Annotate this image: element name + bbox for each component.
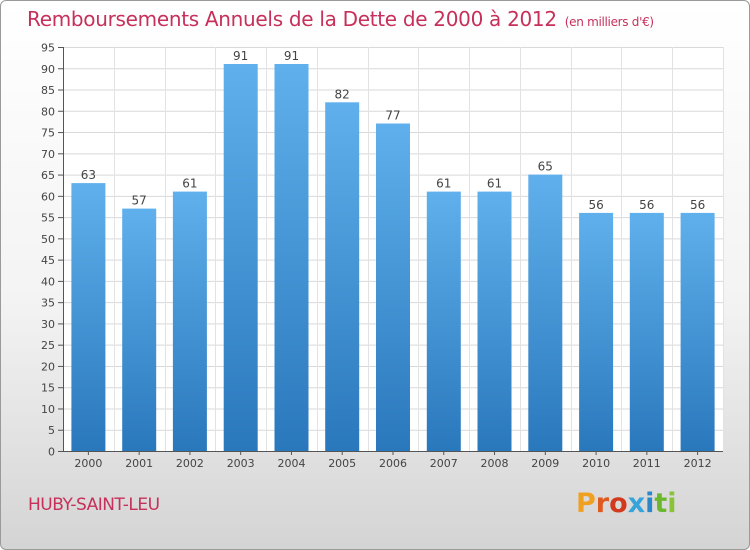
y-tick-label: 5	[48, 424, 55, 437]
bar	[579, 212, 614, 451]
bar	[122, 208, 157, 451]
data-label: 56	[690, 198, 705, 212]
axis-layer: 0 5 10 15 20 25 30 35 40 45 50 55 60 65 70 75 80 85 90 95 20…	[41, 42, 723, 470]
y-tick-label: 80	[41, 105, 55, 118]
x-tick-label: 2000	[74, 457, 102, 470]
data-label: 65	[538, 160, 553, 174]
bar	[274, 64, 309, 451]
data-label: 61	[182, 177, 197, 191]
x-tick-label: 2012	[684, 457, 712, 470]
brand-logo: Proxiti	[576, 488, 677, 519]
bar	[325, 102, 360, 452]
x-tick-label: 2007	[430, 457, 458, 470]
data-label: 82	[335, 87, 350, 101]
y-tick-label: 10	[41, 403, 55, 416]
bar	[172, 191, 207, 451]
title-text: Remboursements Annuels de la Dette de 20…	[27, 7, 557, 31]
y-tick-label: 55	[41, 212, 55, 225]
data-label: 63	[81, 168, 96, 182]
y-tick-label: 60	[41, 190, 55, 203]
x-tick-label: 2005	[328, 457, 356, 470]
y-tick-label: 20	[41, 360, 55, 373]
y-tick-label: 35	[41, 297, 55, 310]
x-tick-label: 2003	[227, 457, 255, 470]
y-tick-label: 65	[41, 169, 55, 182]
bar	[426, 191, 461, 451]
y-tick-label: 70	[41, 148, 55, 161]
x-tick-label: 2001	[125, 457, 153, 470]
x-tick-label: 2008	[481, 457, 509, 470]
bar	[629, 212, 664, 451]
y-tick-label: 90	[41, 63, 55, 76]
bar	[477, 191, 512, 451]
bar	[528, 174, 563, 451]
data-label: 91	[284, 49, 299, 63]
data-label: 77	[385, 109, 400, 123]
y-tick-label: 75	[41, 127, 55, 140]
y-tick-label: 15	[41, 382, 55, 395]
y-tick-label: 45	[41, 254, 55, 267]
bar	[71, 183, 106, 451]
y-tick-label: 0	[48, 446, 55, 459]
data-label: 57	[132, 194, 147, 208]
bar-layer	[71, 64, 715, 452]
y-tick-label: 40	[41, 275, 55, 288]
x-tick-label: 2009	[531, 457, 559, 470]
city-name: HUBY-SAINT-LEU	[28, 495, 160, 515]
x-tick-label: 2011	[633, 457, 661, 470]
data-label: 61	[487, 177, 502, 191]
y-tick-label: 50	[41, 233, 55, 246]
unit-note: (en milliers d'€)	[564, 15, 654, 29]
data-label: 61	[436, 177, 451, 191]
bar	[680, 212, 715, 451]
data-label: 56	[588, 198, 603, 212]
data-label: 91	[233, 49, 248, 63]
data-label: 56	[639, 198, 654, 212]
x-tick-label: 2010	[582, 457, 610, 470]
x-tick-label: 2006	[379, 457, 407, 470]
x-tick-label: 2004	[278, 457, 306, 470]
x-tick-label: 2002	[176, 457, 204, 470]
label-layer: 63 57 61 91 91 82 77 61 61 65 56 56 56	[81, 49, 705, 212]
bar	[376, 123, 410, 451]
chart-title: Remboursements Annuels de la Dette de 20…	[27, 7, 654, 31]
y-tick-label: 95	[41, 42, 55, 55]
bar	[223, 64, 258, 451]
y-tick-label: 30	[41, 318, 55, 331]
y-tick-label: 85	[41, 84, 55, 97]
y-tick-label: 25	[41, 339, 55, 352]
